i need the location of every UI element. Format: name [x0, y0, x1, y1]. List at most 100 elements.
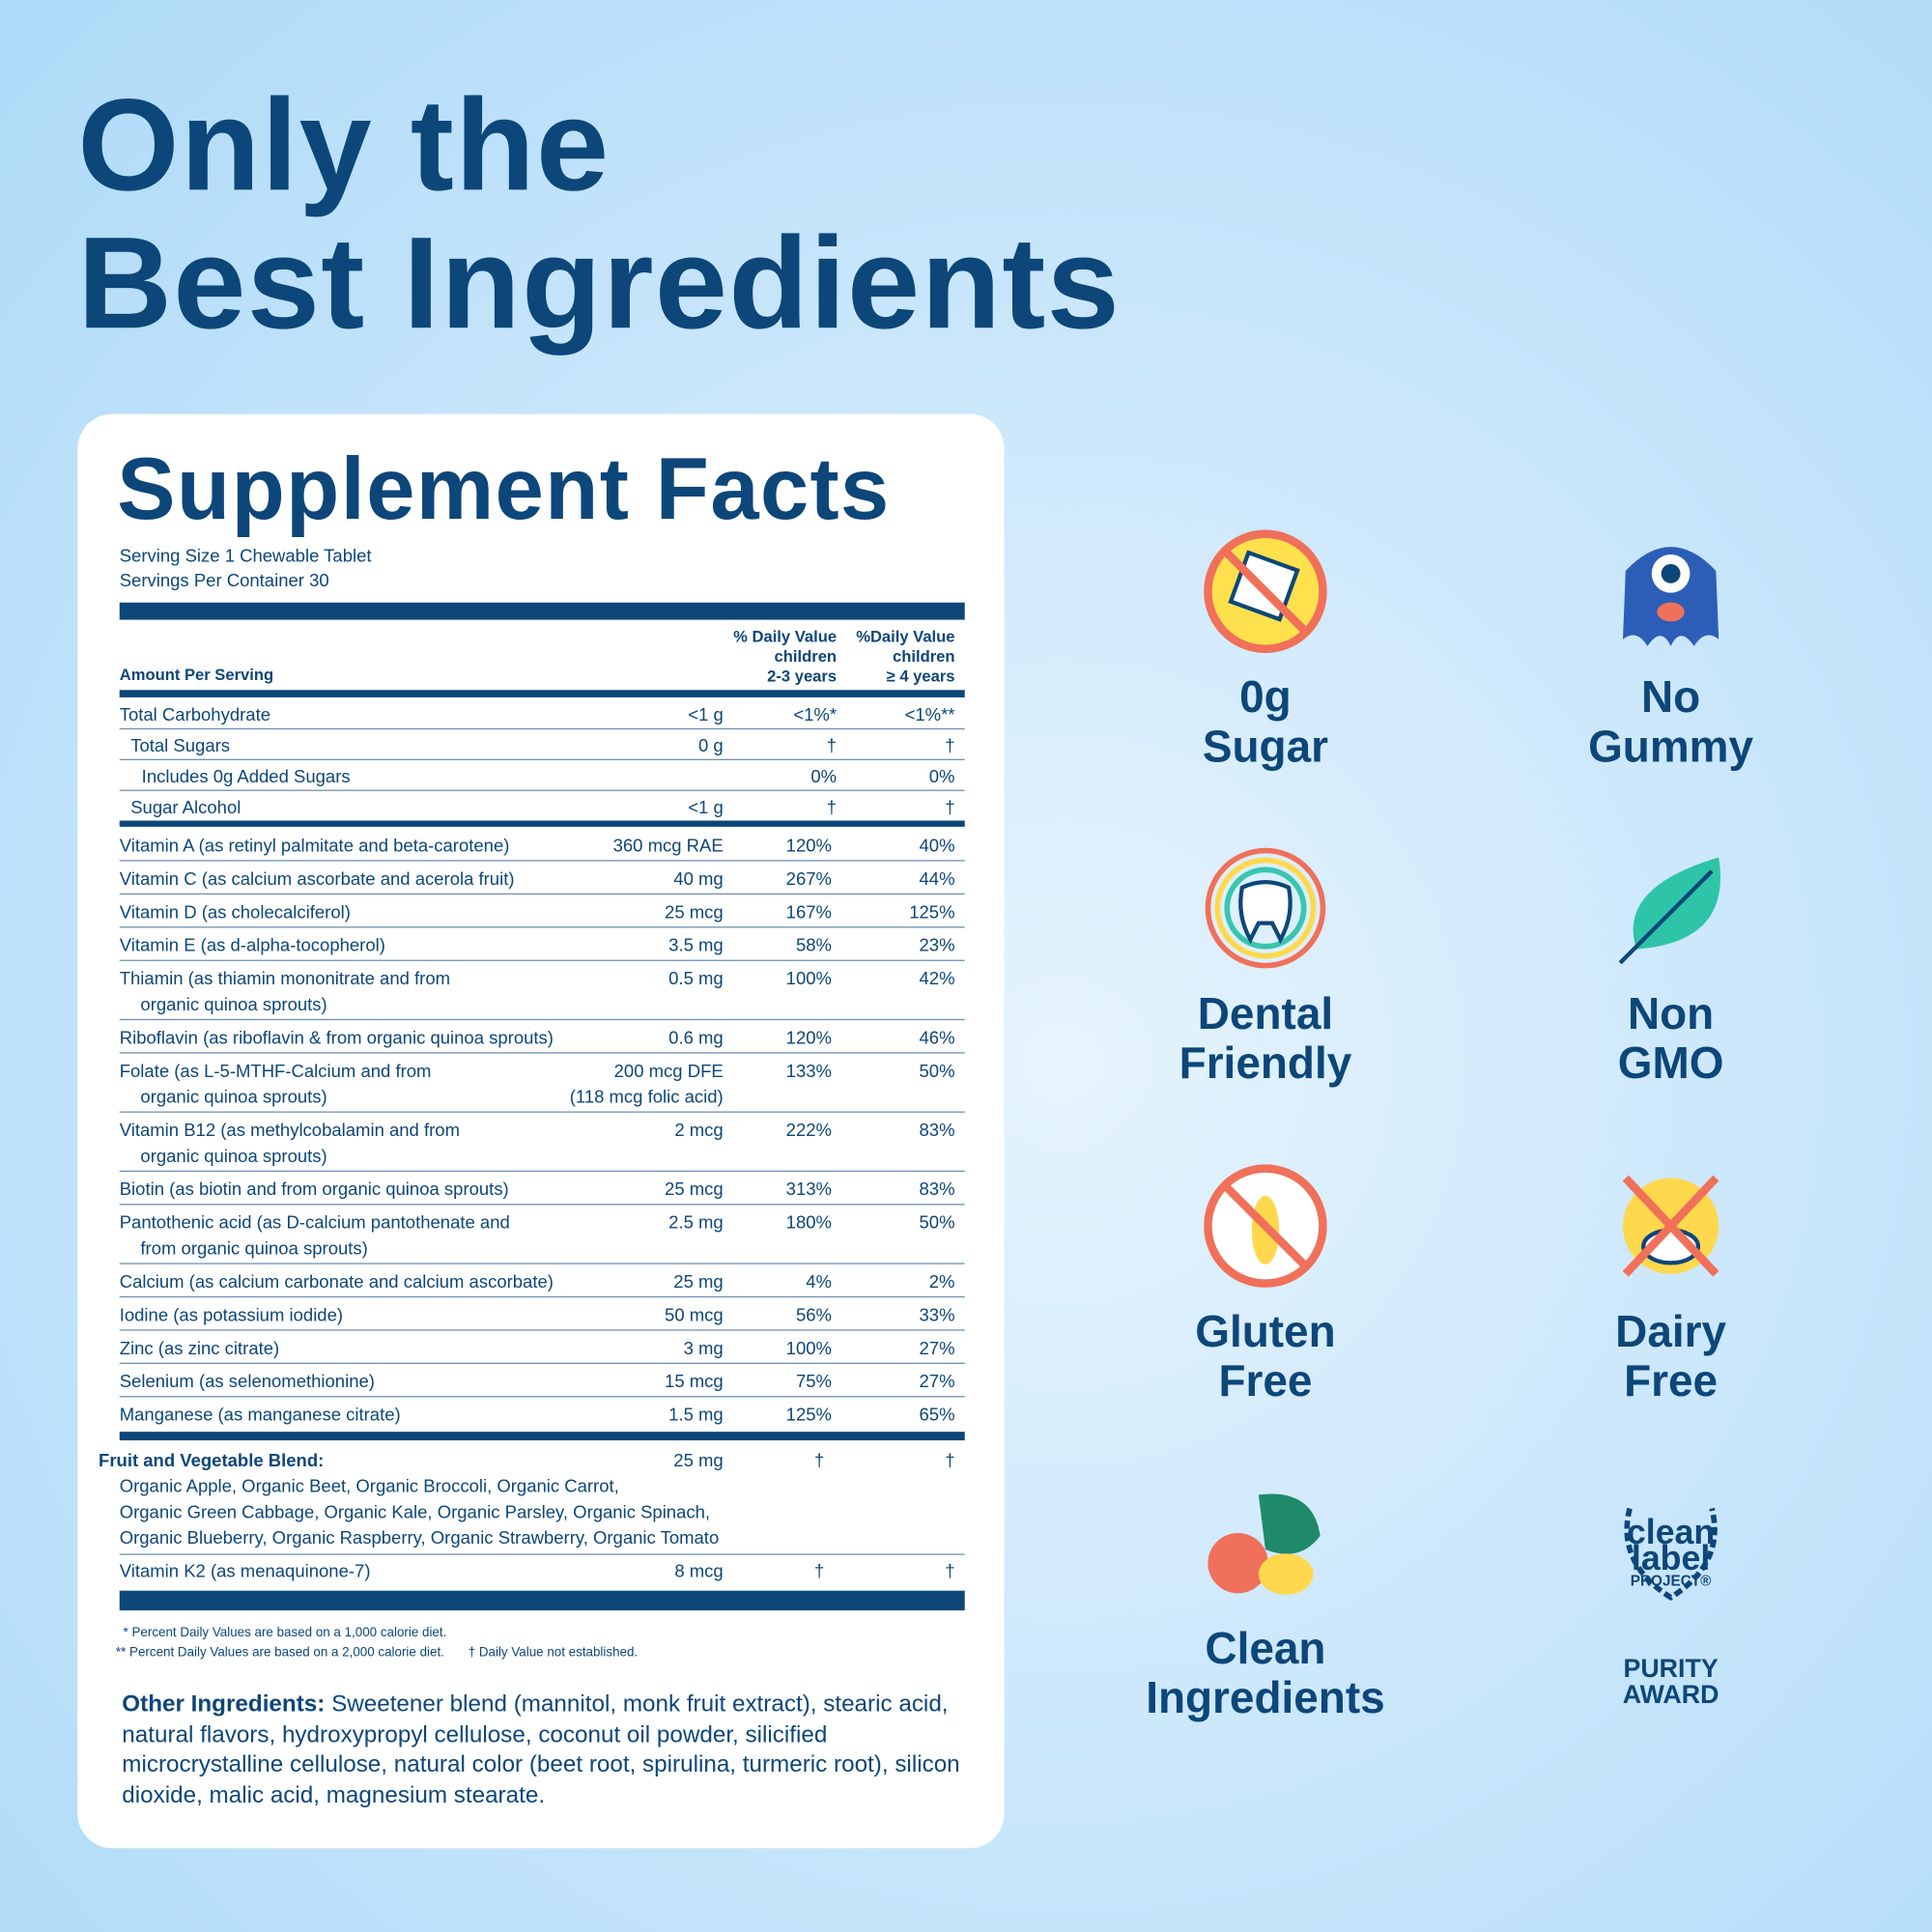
daily-value: 75%	[795, 1372, 832, 1393]
row-rule	[119, 926, 965, 928]
nutrient-name: Organic Apple, Organic Beet, Organic Bro…	[119, 1477, 619, 1497]
column-head: 2-3 years	[767, 667, 838, 686]
nutrient-name: Biotin (as biotin and from organic quino…	[119, 1179, 509, 1201]
amount: 50 mcg	[665, 1306, 724, 1326]
nutrient-name: Fruit and Vegetable Blend:	[99, 1451, 325, 1471]
daily-value: 44%	[919, 869, 955, 890]
daily-value: †	[826, 798, 838, 818]
row-rule	[119, 1018, 965, 1021]
nutrient-name: Zinc (as zinc citrate)	[119, 1339, 280, 1359]
badge-icon	[1204, 529, 1327, 654]
row-rule	[119, 727, 965, 730]
daily-value: 27%	[919, 1372, 955, 1393]
badge-label: PROJECT®	[1630, 1572, 1712, 1590]
amount: 15 mcg	[665, 1372, 724, 1393]
amount: 200 mcg DFE	[613, 1062, 724, 1082]
nutrient-name: Pantothenic acid (as D-calcium pantothen…	[119, 1213, 510, 1234]
daily-value: †	[826, 736, 838, 757]
nutrient-name: organic quinoa sprouts)	[140, 1088, 327, 1108]
nutrient-name: Folate (as L-5-MTHF-Calcium and from	[119, 1062, 432, 1082]
serving-text: Servings Per Container 30	[119, 571, 329, 592]
daily-value: †	[945, 1451, 955, 1471]
daily-value: 267%	[785, 869, 832, 890]
daily-value: †	[814, 1451, 825, 1471]
row-rule	[119, 1052, 965, 1054]
headline: Only the Best Ingredients	[77, 76, 1121, 353]
nutrient-name: Vitamin E (as d-alpha-tocopherol)	[119, 936, 385, 956]
amount: 25 mcg	[665, 1179, 724, 1201]
badge-icon	[1618, 857, 1720, 965]
badge-icon	[1204, 1164, 1327, 1288]
footnote: ** Percent Daily Values are based on a 2…	[115, 1644, 444, 1661]
rule	[119, 602, 965, 620]
daily-value: 42%	[919, 969, 955, 990]
row-rule	[119, 1204, 965, 1206]
nutrient-name: Total Sugars	[130, 736, 231, 757]
other-ingredients: Other Ingredients: Sweetener blend (mann…	[122, 1690, 972, 1811]
amount: 3 mg	[683, 1339, 724, 1359]
nutrient-name: Riboflavin (as riboflavin & from organic…	[119, 1029, 554, 1049]
nutrient-name: Manganese (as manganese citrate)	[119, 1406, 401, 1426]
nutrient-name: Iodine (as potassium iodide)	[119, 1306, 344, 1326]
daily-value: 27%	[919, 1339, 955, 1359]
badge-label: Free	[1218, 1355, 1313, 1406]
badge-label: Gummy	[1588, 721, 1754, 772]
nutrient-name: from organic quinoa sprouts)	[140, 1239, 368, 1260]
daily-value: 0%	[810, 767, 838, 788]
nutrient-name: Thiamin (as thiamin mononitrate and from	[119, 969, 451, 990]
amount: 25 mcg	[665, 902, 724, 923]
column-head: %Daily Value	[856, 627, 955, 646]
amount: 0 g	[697, 736, 724, 757]
daily-value: 100%	[785, 1339, 832, 1359]
daily-value: 2%	[928, 1272, 955, 1293]
badge-label: AWARD	[1622, 1680, 1719, 1710]
row-rule	[119, 1329, 965, 1331]
other-label: Other Ingredients:	[122, 1691, 326, 1719]
daily-value: 180%	[785, 1213, 832, 1234]
row-rule	[119, 1362, 965, 1364]
badge-label: Ingredients	[1146, 1671, 1385, 1723]
daily-value: 4%	[806, 1272, 832, 1293]
badge-label: label	[1631, 1539, 1711, 1577]
daily-value: 83%	[919, 1121, 955, 1142]
amount: <1 g	[688, 798, 724, 818]
badge-label: Clean	[1205, 1622, 1326, 1674]
headline-line: Only the	[77, 72, 611, 218]
nutrient-name: Vitamin D (as cholecalciferol)	[119, 902, 351, 923]
daily-value: 33%	[919, 1306, 955, 1326]
daily-value: 65%	[919, 1406, 955, 1426]
footnote: † Daily Value not established.	[468, 1644, 639, 1661]
daily-value: 125%	[785, 1406, 832, 1426]
column-head: ≥ 4 years	[886, 667, 955, 686]
daily-value: <1%*	[793, 705, 838, 726]
row-rule	[119, 893, 965, 895]
badge-label: Friendly	[1179, 1037, 1352, 1089]
badge-icon	[1622, 547, 1719, 646]
badge-label: Dental	[1197, 987, 1334, 1039]
daily-value: <1%**	[904, 705, 955, 726]
nutrient-name: organic quinoa sprouts)	[140, 1147, 327, 1167]
daily-value: 133%	[785, 1062, 832, 1082]
amount: (118 mcg folic acid)	[569, 1088, 724, 1108]
footnote: * Percent Daily Values are based on a 1,…	[123, 1625, 447, 1640]
amount: 0.6 mg	[668, 1029, 724, 1049]
daily-value: 56%	[795, 1306, 832, 1326]
amount: 3.5 mg	[668, 936, 724, 956]
amount: 40 mg	[673, 869, 724, 890]
row-rule	[119, 959, 965, 961]
badge-label: No	[1640, 671, 1701, 723]
amount: 2 mcg	[674, 1121, 724, 1142]
daily-value: 313%	[785, 1179, 832, 1201]
amount: <1 g	[688, 705, 724, 726]
amount: 1.5 mg	[668, 1406, 724, 1426]
amount: 2.5 mg	[668, 1213, 724, 1234]
nutrient-name: Calcium (as calcium carbonate and calciu…	[119, 1272, 554, 1293]
amount: 8 mcg	[674, 1562, 724, 1582]
nutrient-name: Organic Green Cabbage, Organic Kale, Org…	[119, 1503, 711, 1523]
daily-value: 40%	[919, 837, 955, 857]
daily-value: 120%	[785, 837, 832, 857]
row-rule	[119, 1263, 965, 1264]
badge-label: 0g	[1239, 671, 1292, 723]
amount: 25 mg	[673, 1451, 724, 1471]
